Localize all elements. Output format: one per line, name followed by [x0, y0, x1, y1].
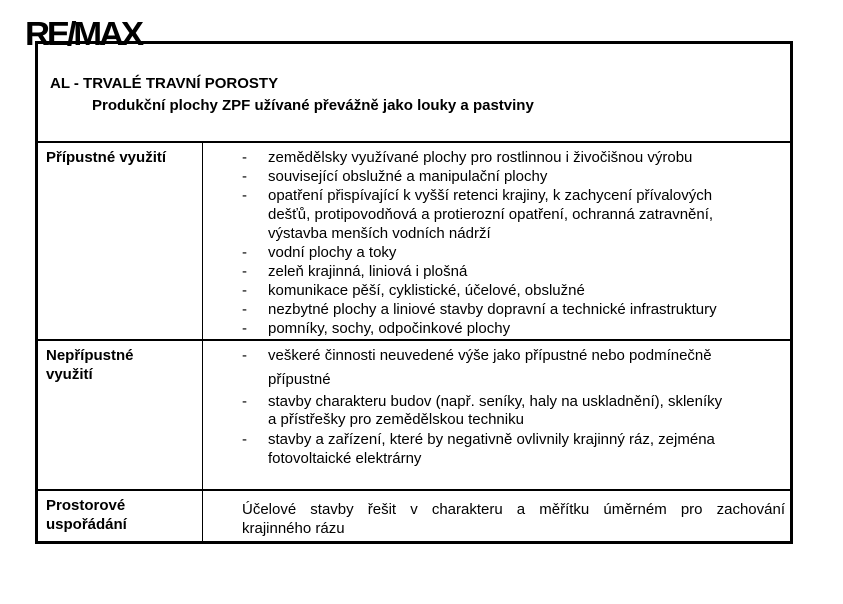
divider: [38, 141, 790, 143]
description-line: Účelové stavby řešit v charakteru a měří…: [242, 501, 785, 518]
column-divider: [202, 141, 203, 541]
list-item-line: stavby a zařízení, které by negativně ov…: [268, 431, 715, 448]
bullet-dash: -: [242, 263, 247, 280]
list-item-line: výstavba menších vodních nádrží: [268, 225, 491, 242]
bullet-dash: -: [242, 431, 247, 448]
list-item-line: veškeré činnosti neuvedené výše jako pří…: [268, 347, 712, 364]
bullet-dash: -: [242, 347, 247, 364]
list-item-line: opatření přispívající k vyšší retenci kr…: [268, 187, 713, 204]
bullet-dash: -: [242, 168, 247, 185]
row-label: Prostorové: [46, 497, 126, 514]
list-item-line: dešťů, protipovodňová a protierozní opat…: [268, 206, 714, 223]
list-item-line: zeleň krajinná, liniová i plošná: [268, 263, 468, 280]
list-item-line: související obslužné a manipulační ploch…: [268, 168, 548, 185]
row-label: uspořádání: [46, 516, 127, 533]
page-title: AL - TRVALÉ TRAVNÍ POROSTY: [50, 75, 279, 92]
list-item-line: vodní plochy a toky: [268, 244, 397, 261]
description-line: krajinného rázu: [242, 520, 345, 537]
list-item-line: nezbytné plochy a liniové stavby dopravn…: [268, 301, 717, 318]
bullet-dash: -: [242, 149, 247, 166]
regulation-table: AL - TRVALÉ TRAVNÍ POROSTY Produkční plo…: [35, 41, 793, 544]
bullet-dash: -: [242, 393, 247, 410]
row-label: Nepřípustné: [46, 347, 134, 364]
list-item-line: zemědělsky využívané plochy pro rostlinn…: [268, 149, 693, 166]
row-label: využití: [46, 366, 93, 383]
page-subtitle: Produkční plochy ZPF užívané převážně ja…: [92, 97, 534, 114]
row-label: Přípustné využití: [46, 149, 167, 166]
bullet-dash: -: [242, 187, 247, 204]
list-item-line: fotovoltaické elektrárny: [268, 450, 422, 467]
divider: [38, 489, 790, 491]
list-item-line: přípustné: [268, 371, 331, 388]
bullet-dash: -: [242, 301, 247, 318]
list-item-line: pomníky, sochy, odpočinkové plochy: [268, 320, 511, 337]
bullet-dash: -: [242, 244, 247, 261]
list-item-line: komunikace pěší, cyklistické, účelové, o…: [268, 282, 585, 299]
divider: [38, 339, 790, 341]
list-item-line: a přístřešky pro zemědělskou techniku: [268, 411, 524, 428]
list-item-line: stavby charakteru budov (např. seníky, h…: [268, 393, 723, 410]
bullet-dash: -: [242, 282, 247, 299]
bullet-dash: -: [242, 320, 247, 337]
remax-logo: RE/MAX: [25, 15, 144, 52]
